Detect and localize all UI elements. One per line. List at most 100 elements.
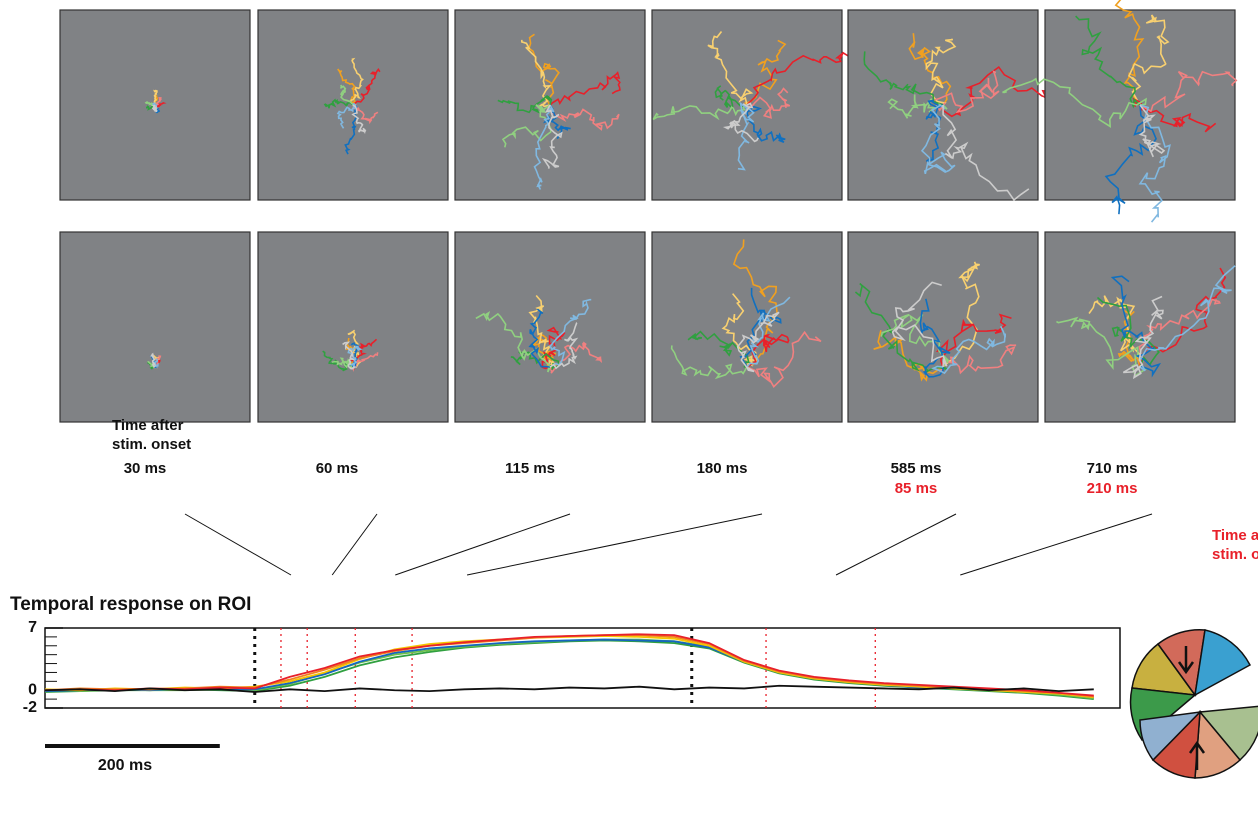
frame-connector <box>395 513 571 576</box>
trajectory <box>746 333 790 368</box>
trajectory <box>541 326 566 370</box>
trajectory <box>1122 295 1164 380</box>
panel-background <box>847 231 1039 423</box>
trajectory <box>352 68 381 106</box>
panel-background <box>257 231 449 423</box>
trajectory <box>549 298 592 368</box>
trajectory <box>746 330 822 389</box>
panel-background <box>454 231 646 423</box>
trajectory <box>942 261 980 368</box>
trajectory <box>549 322 579 370</box>
trajectory <box>938 344 1017 375</box>
trajectory <box>920 104 956 174</box>
trajectory <box>1138 104 1171 223</box>
trajectory <box>737 101 755 171</box>
trajectory <box>1096 296 1160 368</box>
y-tick-label: 7 <box>28 619 37 636</box>
trajectory <box>1114 0 1145 106</box>
trajectory <box>707 30 754 106</box>
frame-panel <box>847 9 1049 202</box>
trajectory <box>863 51 944 106</box>
trajectory <box>652 104 748 121</box>
trajectory <box>1002 77 1147 128</box>
frame-time: 710 ms <box>1087 460 1138 477</box>
trajectory <box>541 104 563 169</box>
trajectory <box>347 345 363 370</box>
frame-panel <box>1002 0 1238 223</box>
series-line <box>44 633 1094 697</box>
trajectory <box>932 70 1000 114</box>
panel-background <box>59 231 251 423</box>
trajectory <box>1139 70 1238 113</box>
trajectory <box>942 104 1030 202</box>
frame-time: 585 ms <box>891 460 942 477</box>
trajectory <box>919 298 951 378</box>
trajectory <box>149 352 157 368</box>
trajectory <box>528 308 551 368</box>
trajectory <box>153 89 159 106</box>
offset-caption: Time after <box>1212 527 1258 544</box>
frame-panel <box>454 231 646 423</box>
trajectory <box>736 311 780 373</box>
frame-panel <box>59 9 251 201</box>
trajectory <box>925 99 944 163</box>
trajectory <box>1138 265 1236 372</box>
chart-title: Temporal response on ROI <box>10 594 251 615</box>
frame-connector <box>835 513 957 576</box>
trajectory <box>746 87 791 119</box>
trajectory <box>941 65 1049 118</box>
trajectory <box>475 311 551 373</box>
frame-panel <box>847 231 1039 423</box>
trajectory <box>746 49 861 106</box>
trajectory <box>714 85 748 111</box>
trajectory <box>351 104 367 135</box>
frame-time: 180 ms <box>697 460 748 477</box>
trajectory <box>339 84 354 106</box>
trajectory <box>891 281 948 368</box>
frame-panel <box>651 9 861 201</box>
trajectory <box>151 104 158 113</box>
frame-panel <box>1044 231 1236 423</box>
trajectory <box>687 330 750 368</box>
trajectory <box>1104 104 1157 215</box>
trajectory <box>1056 316 1148 378</box>
frame-connector <box>184 513 292 576</box>
trajectory <box>542 104 571 140</box>
onset-caption: stim. onset <box>112 436 191 453</box>
trajectory <box>547 104 620 131</box>
trajectory <box>1127 14 1170 106</box>
trajectory <box>152 358 159 369</box>
frame-panel <box>257 9 449 201</box>
trajectory <box>930 325 1007 375</box>
trajectory <box>1088 295 1143 368</box>
panel-background <box>1044 231 1236 423</box>
scale-bar-label: 200 ms <box>98 757 152 774</box>
panel-background <box>651 231 843 423</box>
trajectory <box>521 39 552 108</box>
trajectory <box>337 68 359 106</box>
frame-panel <box>257 231 449 423</box>
trajectory <box>746 104 786 144</box>
offset-time: 85 ms <box>895 480 938 497</box>
trajectory <box>323 98 354 109</box>
frame-connector <box>960 513 1153 576</box>
trajectory <box>935 313 1012 368</box>
trajectory <box>925 38 957 106</box>
frame-connector <box>466 513 763 576</box>
onset-caption: Time after <box>112 417 184 434</box>
frame-time: 60 ms <box>316 460 359 477</box>
trajectory <box>344 102 358 155</box>
trajectory <box>349 57 364 106</box>
frame-time: 115 ms <box>505 460 555 477</box>
trajectory <box>1075 15 1141 109</box>
direction-wheel <box>1129 629 1258 779</box>
frame-connector <box>331 513 378 576</box>
y-tick-label: -2 <box>23 699 37 716</box>
trajectory <box>501 104 552 148</box>
trajectory <box>746 296 791 368</box>
series-line <box>44 684 1094 693</box>
offset-caption: stim. offset <box>1212 546 1258 563</box>
trajectory <box>497 94 553 114</box>
trajectory <box>887 94 948 119</box>
